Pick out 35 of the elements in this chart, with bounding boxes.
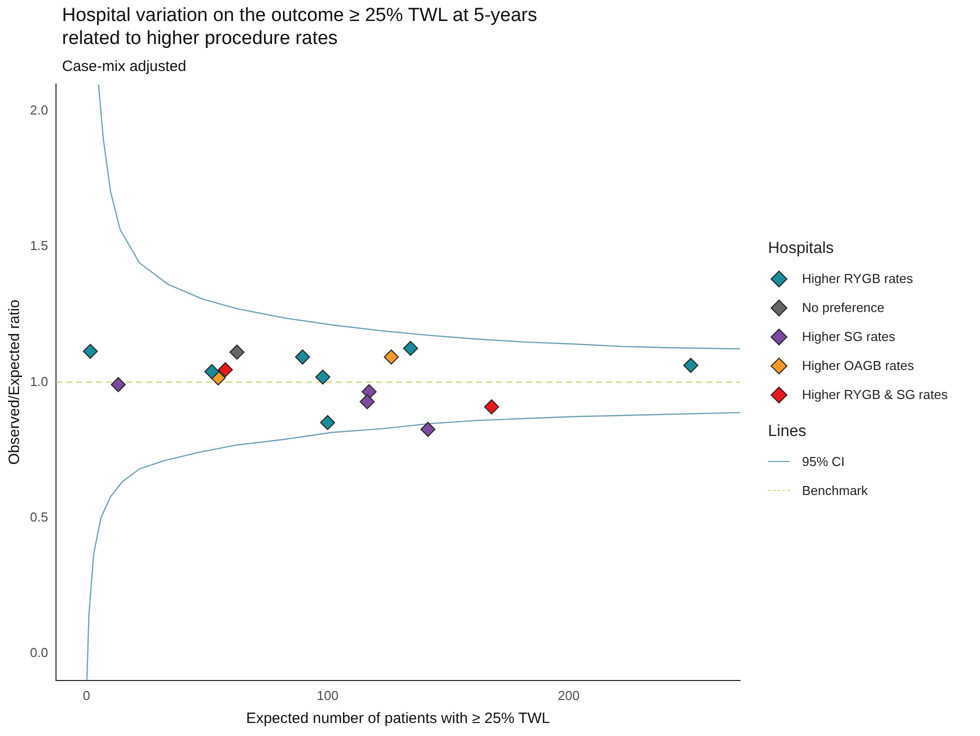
point — [384, 349, 399, 364]
legend-label: Higher SG rates — [802, 329, 896, 344]
chart-subtitle: Case-mix adjusted — [62, 58, 186, 75]
y-axis-title: Observed/Expected ratio — [6, 300, 24, 465]
point — [360, 394, 375, 410]
point — [315, 370, 330, 385]
y-tick-label: 2.0 — [30, 102, 48, 118]
x-axis-title: Expected number of patients with ≥ 25% TWL — [246, 710, 550, 728]
chart-title: Hospital variation on the outcome ≥ 25% TWL at 5-years related to higher procedure rates — [62, 4, 538, 50]
point — [110, 377, 126, 392]
y-tick-label: 1.0 — [30, 374, 48, 389]
legend-label: Benchmark — [802, 483, 868, 498]
legend-label: 95% CI — [802, 454, 845, 469]
point — [403, 340, 418, 356]
x-tick-label: 0 — [82, 688, 90, 703]
legend-label: No preference — [802, 300, 884, 315]
legend-label: Higher RYGB rates — [802, 271, 914, 286]
point — [320, 415, 336, 430]
text: Lines — [768, 423, 808, 441]
x-tick-label: 200 — [558, 688, 580, 703]
point — [82, 344, 98, 359]
legend-label: Higher OAGB rates — [802, 358, 914, 373]
point — [204, 364, 220, 380]
point — [229, 344, 244, 360]
legend-title: Hospitals — [768, 240, 835, 258]
legend-label: Higher RYGB & SG rates — [802, 387, 948, 402]
point — [295, 349, 310, 364]
y-tick-label: 0.5 — [30, 509, 48, 524]
x-tick-label: 100 — [316, 688, 338, 703]
y-tick-label: 0.0 — [30, 644, 48, 660]
y-tick-label: 1.5 — [30, 238, 48, 254]
point — [484, 399, 500, 414]
point — [420, 422, 436, 437]
point — [218, 362, 233, 378]
point — [683, 358, 698, 373]
